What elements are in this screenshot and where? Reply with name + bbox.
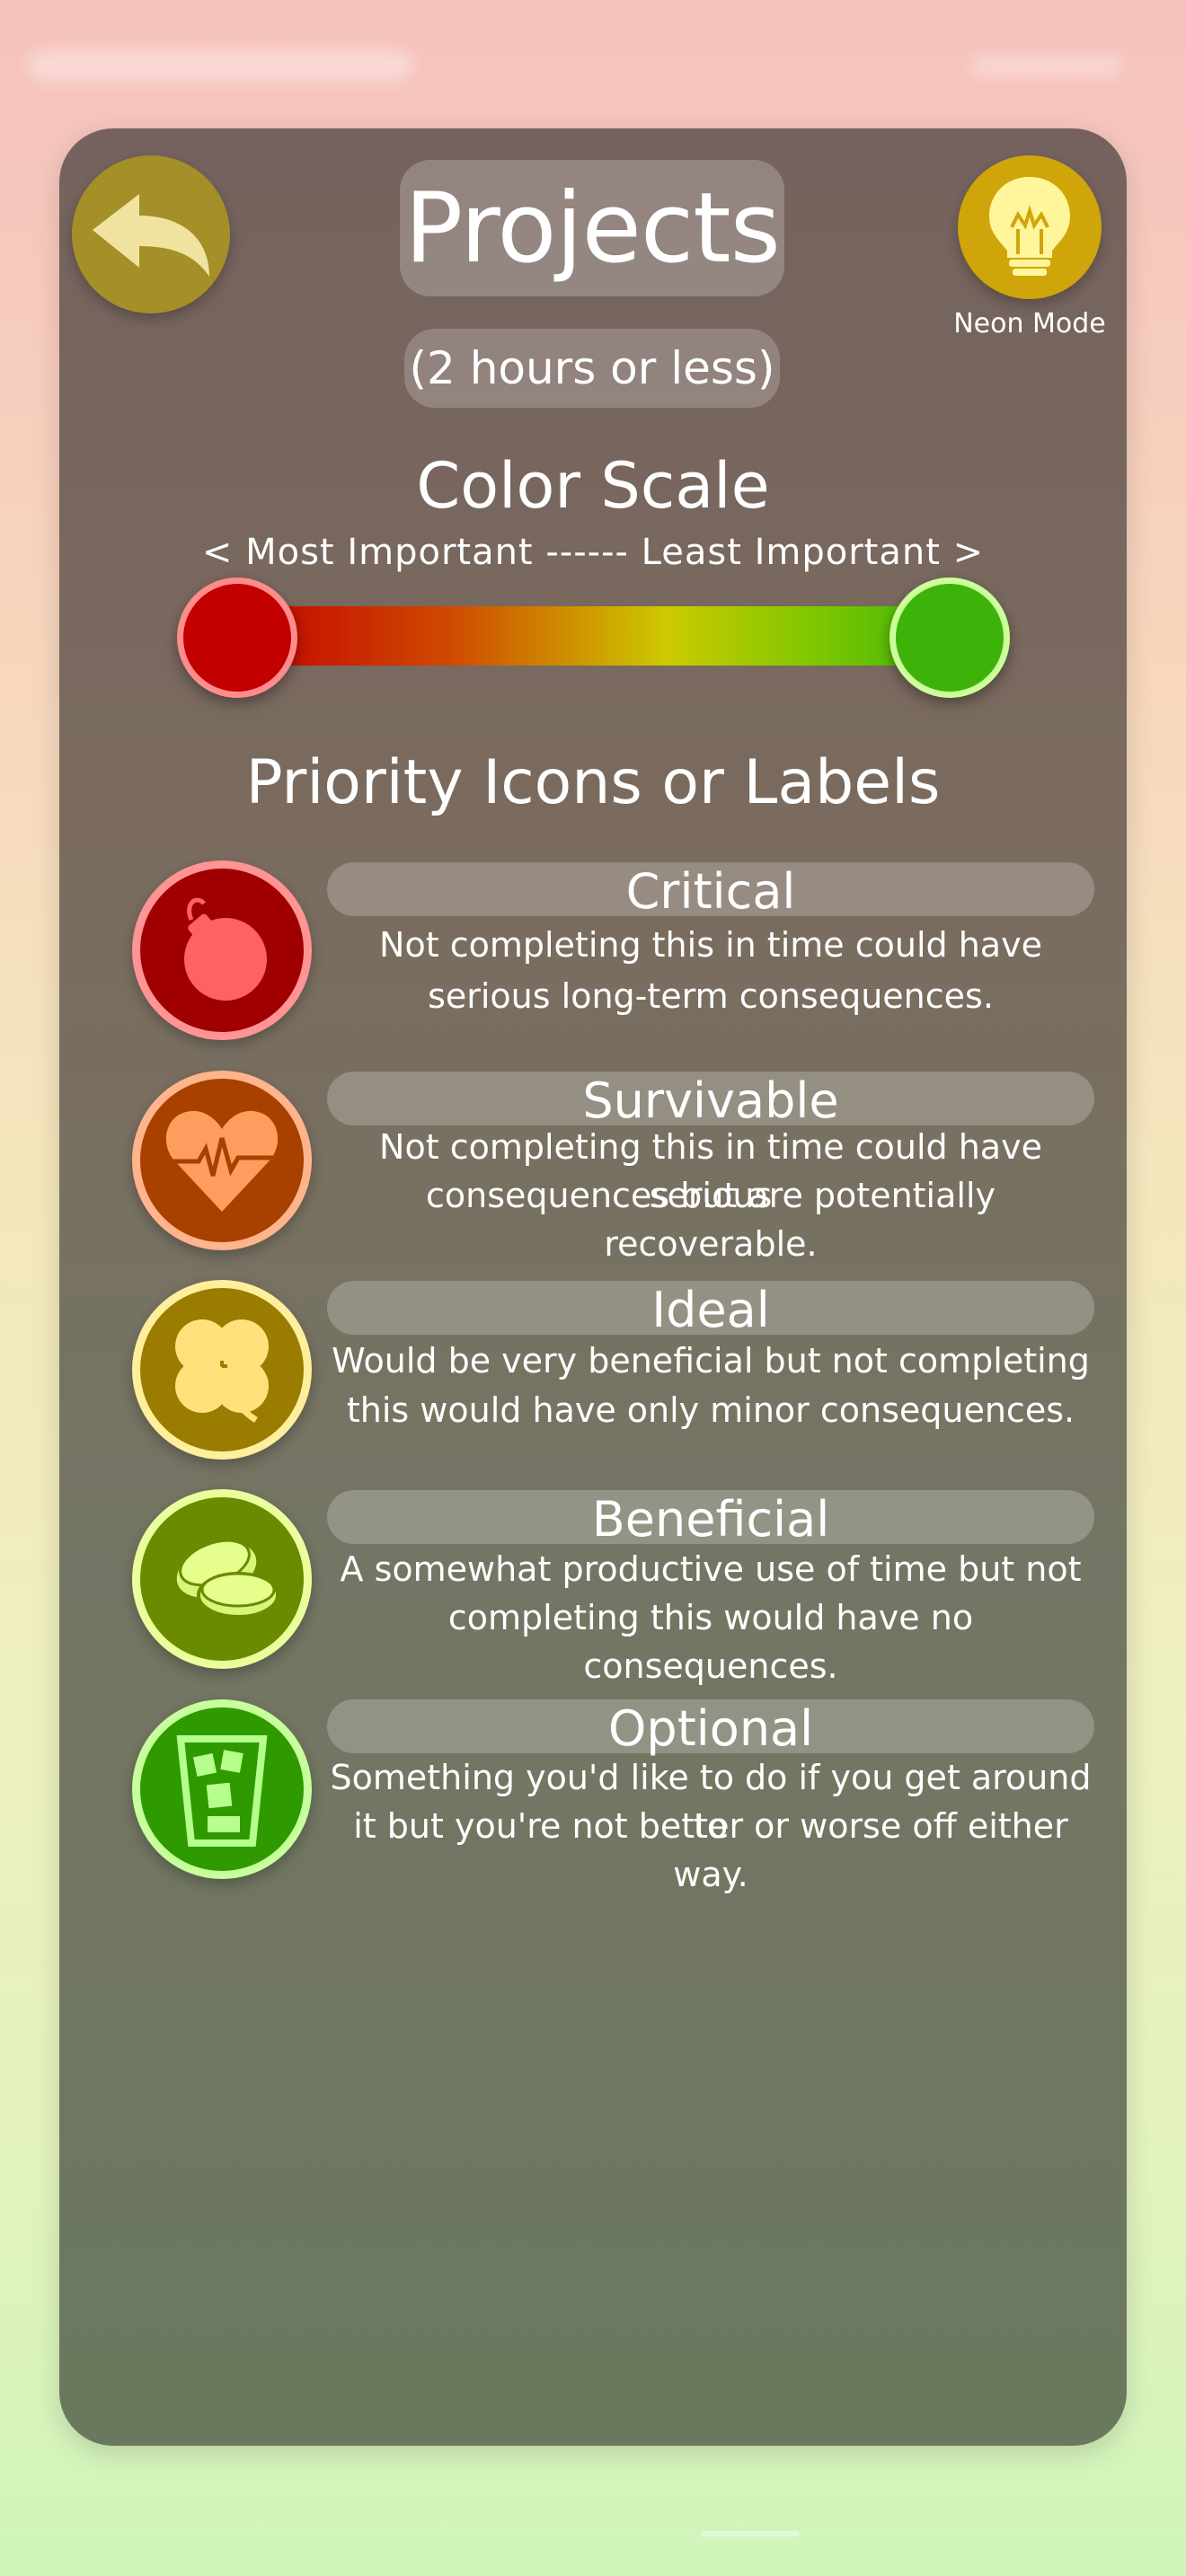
back-button[interactable]: [72, 155, 230, 313]
survivable-description-line2: consequences but are potentially recover…: [425, 1176, 996, 1264]
optional-description-line2: it but you're not better or worse off ei…: [353, 1806, 1068, 1894]
coins-icon: [176, 1539, 279, 1619]
optional-label-pill: [327, 1699, 1094, 1753]
color-scale-title: Color Scale: [416, 449, 770, 523]
optional-priority-badge: [132, 1699, 312, 1879]
beneficial-label-pill: [327, 1490, 1094, 1544]
iced-drink-icon: [176, 1735, 268, 1847]
ideal-label-pill: [327, 1281, 1094, 1335]
status-bar-right: [970, 54, 1123, 77]
heartbeat-icon: [165, 1110, 279, 1212]
critical-description-line2: serious long-term consequences.: [428, 976, 994, 1016]
critical-label-pill: [327, 862, 1094, 916]
ideal-priority-badge: [132, 1280, 312, 1460]
neon-mode-button[interactable]: [958, 155, 1102, 299]
survivable-label: Survivable: [582, 1072, 839, 1129]
page-subtitle: (2 hours or less): [404, 329, 780, 408]
lightbulb-icon: [989, 177, 1070, 276]
scale-end-knob: [890, 578, 1010, 698]
neon-mode-label: Neon Mode: [953, 308, 1106, 340]
color-scale-caption: < Most Important ------ Least Important …: [201, 532, 985, 573]
home-indicator[interactable]: [701, 2531, 800, 2536]
clover-icon: [175, 1319, 269, 1423]
critical-priority-badge: [132, 860, 312, 1040]
critical-label: Critical: [625, 863, 796, 920]
ideal-description-line1: Would be very beneficial but not complet…: [332, 1341, 1090, 1381]
color-scale-bar: [235, 606, 954, 666]
optional-description-line1: Something you'd like to do if you get ar…: [330, 1758, 1092, 1846]
ideal-label: Ideal: [651, 1282, 770, 1338]
ideal-description-line2: this would have only minor consequences.: [346, 1390, 1075, 1430]
bomb-icon: [184, 897, 267, 1001]
survivable-priority-badge: [132, 1071, 312, 1250]
beneficial-priority-badge: [132, 1489, 312, 1669]
page-title: Projects: [400, 160, 784, 296]
beneficial-label: Beneficial: [591, 1491, 830, 1548]
back-arrow-icon: [93, 194, 209, 277]
scale-start-knob: [177, 578, 297, 698]
beneficial-description-line2: completing this would have no consequenc…: [447, 1598, 974, 1686]
priority-section-title: Priority Icons or Labels: [245, 747, 941, 818]
survivable-description-line1: Not completing this in time could have s…: [379, 1127, 1042, 1215]
beneficial-description-line1: A somewhat productive use of time but no…: [340, 1549, 1082, 1589]
critical-description-line1: Not completing this in time could have: [379, 925, 1042, 965]
optional-label: Optional: [607, 1700, 814, 1757]
status-bar-left: [27, 49, 413, 82]
survivable-label-pill: [327, 1072, 1094, 1125]
